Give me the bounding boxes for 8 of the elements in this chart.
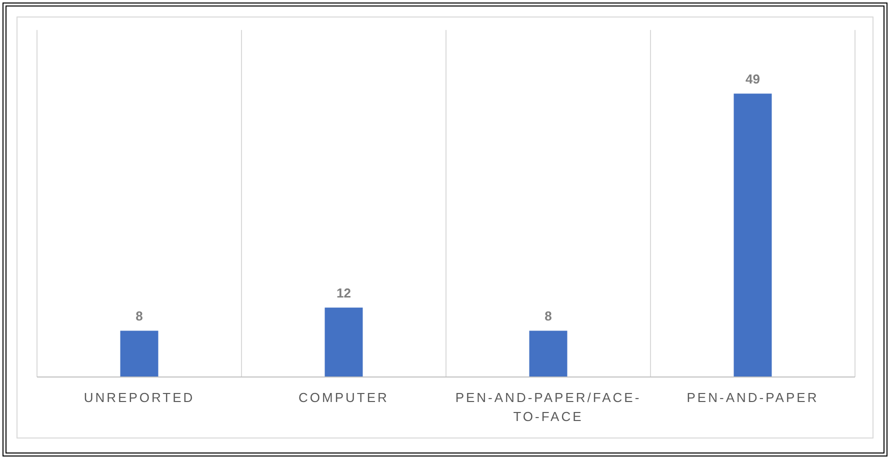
x-tick-label: PEN-AND-PAPER/FACE-TO-FACE [455,390,642,424]
data-label: 12 [336,286,351,301]
data-label: 8 [544,308,552,324]
data-label: 49 [746,72,760,87]
x-tick-label: UNREPORTED [84,390,195,405]
x-tick-label: COMPUTER [298,390,389,405]
data-label: 8 [136,308,143,324]
x-tick-label: PEN-AND-PAPER [686,390,819,405]
